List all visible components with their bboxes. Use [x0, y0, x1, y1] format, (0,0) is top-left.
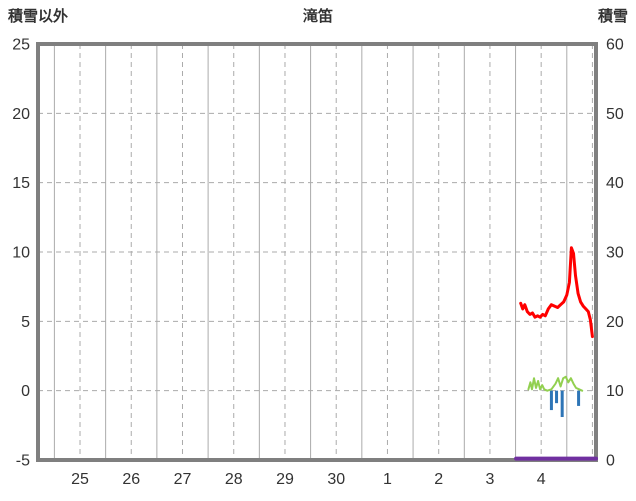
x-axis-tick-label: 28 — [225, 471, 243, 488]
series-blue-bars-bar — [560, 390, 564, 418]
series-blue-bars-bar — [549, 390, 553, 411]
right-axis-tick-label: 40 — [606, 175, 624, 192]
series-red-line — [519, 246, 594, 339]
left-axis-tick-label: 0 — [21, 383, 30, 400]
right-axis-tick-label: 20 — [606, 314, 624, 331]
right-axis-tick-label: 0 — [606, 453, 615, 470]
right-axis-tick-label: 30 — [606, 245, 624, 262]
left-axis-title: 積雪以外 — [8, 8, 69, 25]
left-axis-tick-label: 20 — [12, 106, 30, 123]
x-axis-tick-label: 1 — [383, 471, 392, 488]
x-axis-tick-label: 25 — [71, 471, 89, 488]
left-axis-tick-label: 25 — [12, 37, 30, 54]
right-axis-tick-label: 60 — [606, 37, 624, 54]
series-blue-bars-bar — [555, 390, 559, 404]
x-axis-tick-label: 30 — [327, 471, 345, 488]
series-green-line — [527, 375, 584, 392]
x-axis-tick-label: 4 — [537, 471, 546, 488]
left-axis-tick-label: -5 — [16, 453, 30, 470]
right-axis-title: 積雪 — [597, 8, 628, 25]
plot-border — [36, 42, 598, 462]
x-axis-tick-label: 2 — [434, 471, 443, 488]
x-axis-tick-label: 26 — [122, 471, 140, 488]
x-axis-tick-label: 27 — [174, 471, 192, 488]
right-axis-tick-label: 50 — [606, 106, 624, 123]
chart-title: 滝笛 — [302, 8, 334, 25]
right-axis-tick-label: 10 — [606, 383, 624, 400]
x-axis-tick-label: 3 — [485, 471, 494, 488]
left-axis-tick-label: 15 — [12, 175, 30, 192]
series-blue-bars-bar — [577, 390, 581, 406]
left-axis-tick-label: 5 — [21, 314, 30, 331]
x-axis-tick-label: 29 — [276, 471, 294, 488]
left-axis-tick-label: 10 — [12, 245, 30, 262]
